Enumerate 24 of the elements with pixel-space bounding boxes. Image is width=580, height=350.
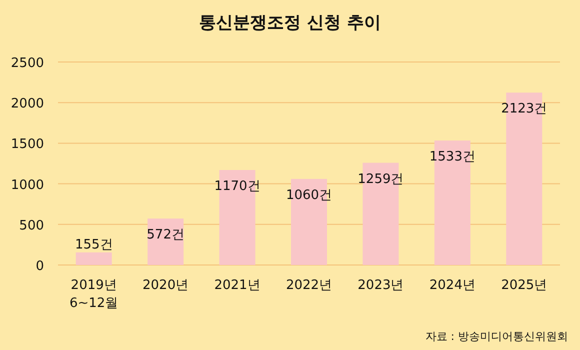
y-tick-label: 1000	[10, 178, 44, 193]
data-label: 1533건	[429, 150, 476, 165]
y-tick-label: 1500	[10, 137, 44, 152]
data-label: 1170건	[214, 178, 260, 194]
bar	[76, 252, 112, 265]
x-tick-label: 2022년	[286, 278, 332, 293]
x-tick-label: 2019년 6~12월	[70, 278, 118, 311]
y-tick-label: 2500	[10, 56, 44, 71]
data-label: 1060건	[286, 188, 332, 203]
x-tick-label: 2023년	[358, 278, 404, 293]
data-label: 572건	[146, 228, 184, 243]
y-tick-label: 2000	[10, 96, 44, 112]
x-tick-label: 2021년	[214, 278, 260, 293]
data-label: 2123건	[501, 102, 548, 117]
chart-title: 통신분쟁조정 신청 추이	[199, 13, 381, 33]
data-label: 155건	[74, 237, 113, 252]
data-label: 1259건	[358, 172, 404, 187]
text: 자료 : 방송미디어통신위원회	[425, 330, 568, 343]
y-tick-label: 500	[19, 218, 44, 234]
y-tick-label: 0	[36, 259, 44, 274]
x-tick-label: 2020년	[142, 278, 189, 293]
x-tick-label: 2025년	[501, 278, 548, 293]
bar	[148, 218, 184, 265]
x-tick-label: 2024년	[429, 278, 476, 293]
